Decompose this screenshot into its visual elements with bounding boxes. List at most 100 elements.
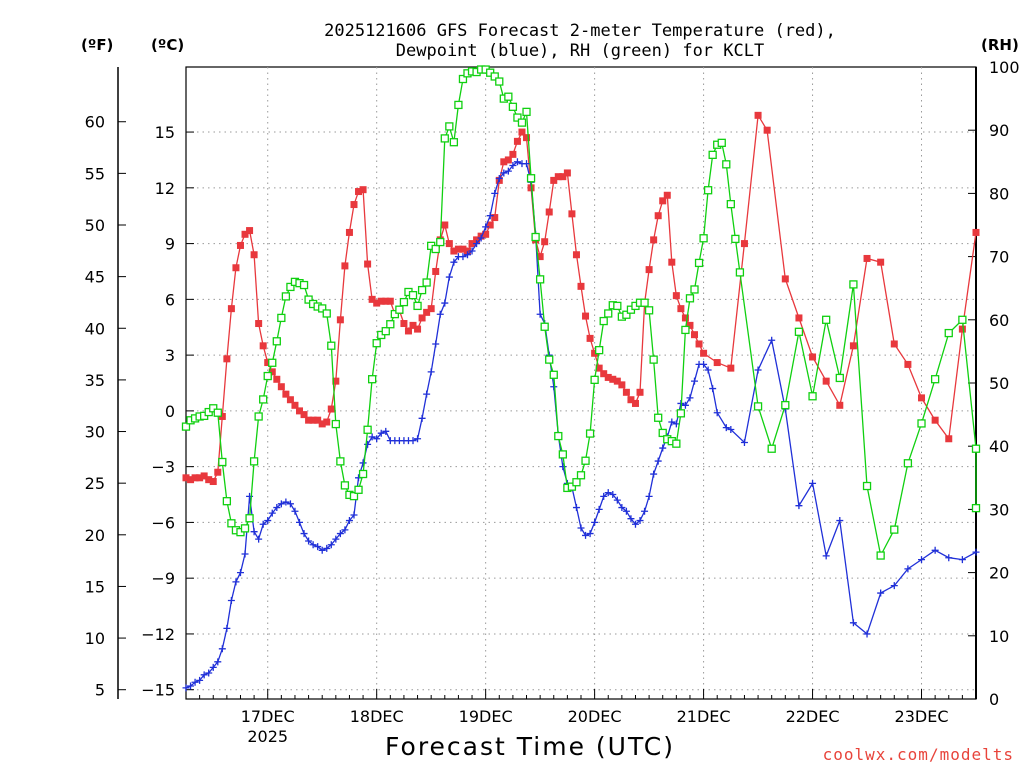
temperature-point [918,394,926,402]
rh-point [731,234,740,244]
temperature-point [713,359,721,367]
dewpoint-point [491,189,499,197]
temperature-point [618,381,626,389]
rh-point [862,481,872,491]
temperature-point [209,478,217,486]
temperature-point [536,253,544,261]
dewpoint-point [613,496,621,504]
dewpoint-point [223,624,231,632]
temperature-point [809,353,817,361]
rh-point [413,301,422,311]
credit-link[interactable]: coolwx.com/modelts [822,745,1014,764]
temperature-point [277,383,285,391]
rh-point [649,355,658,364]
dewpoint-point [341,526,349,534]
dewpoint-point [591,518,599,526]
rh-point [654,413,663,422]
dewpoint-point [609,491,617,499]
dewpoint-point [468,247,476,255]
dewpoint-point [523,160,531,168]
celsius-tick-label: −9 [151,569,175,588]
dewpoint-point [205,669,213,677]
rh-point [395,305,404,314]
dewpoint-point [314,543,322,551]
temperature-point [336,316,344,324]
rh-point [213,408,222,417]
dewpoint-point [681,401,689,409]
dewpoint-point [482,223,490,231]
axis-ticks: 51015202530354045505560−15−12−9−6−303691… [85,58,1020,746]
temperature-point [958,325,966,333]
rh-point [958,315,967,324]
rh-point [794,327,804,336]
celsius-tick-label: −12 [141,625,175,644]
rh-point [358,469,368,479]
temperature-point [595,364,603,372]
temperature-point [187,476,195,484]
rh-point [526,174,536,183]
rh-point [572,478,581,487]
temperature-point [414,325,422,333]
temperature-point [214,468,222,476]
temperature-point [205,476,213,484]
rh-point [685,294,695,303]
temperature-point [445,240,453,248]
fahrenheit-tick-label: 40 [85,319,105,338]
temperature-point [273,375,281,383]
temperature-point [972,228,980,236]
rh-point [286,282,295,292]
fahrenheit-tick-label: 20 [85,526,105,545]
dewpoint-point [241,550,249,558]
rh-point [672,439,681,448]
rh-tick-label: 30 [989,500,1009,519]
rh-point [349,491,359,501]
rh-point [658,428,667,438]
dewpoint-point [641,507,649,515]
rh-point [971,503,981,513]
temperature-point [763,126,771,134]
fahrenheit-tick-label: 45 [85,268,105,287]
temperature-point [513,137,521,145]
dewpoint-point [768,336,776,344]
dewpoint-point [368,433,376,441]
dewpoint-point [572,504,580,512]
dewpoint-point [559,463,567,471]
dewpoint-point [486,212,494,220]
temperature-point [509,150,517,158]
rh-point [408,291,418,300]
dewpoint-point [604,489,612,497]
rh-point [781,400,790,410]
dewpoint-point [282,498,290,506]
temperature-point [486,221,494,229]
rh-point [322,309,331,318]
temperature-point [259,342,267,350]
fahrenheit-tick-label: 5 [95,681,105,700]
dewpoint-point [904,565,912,573]
rh-point [535,275,545,284]
dewpoint-point [863,630,871,638]
rh-point [903,459,913,468]
rh-point [327,341,336,350]
dewpoint-point [359,459,367,467]
temperature-point [727,364,735,372]
x-tick-sublabel: 2025 [247,727,288,746]
series-layer [181,65,981,692]
temperature-point [609,375,617,383]
dewpoint-point [945,554,953,562]
temperature-point [423,308,431,316]
rh-point [417,285,427,295]
temperature-point [246,227,254,235]
rh-point [363,425,372,434]
temperature-point [563,169,571,177]
series-temperature [182,111,980,486]
temperature-point [636,388,644,396]
dewpoint-point [277,500,285,508]
dewpoint-point [550,383,558,391]
dewpoint-point [382,427,390,435]
dewpoint-point [513,158,521,166]
temperature-point [559,173,567,181]
temperature-point [268,368,276,376]
temperature-point [400,320,408,328]
rh-point [299,280,309,290]
rh-point [367,375,377,384]
